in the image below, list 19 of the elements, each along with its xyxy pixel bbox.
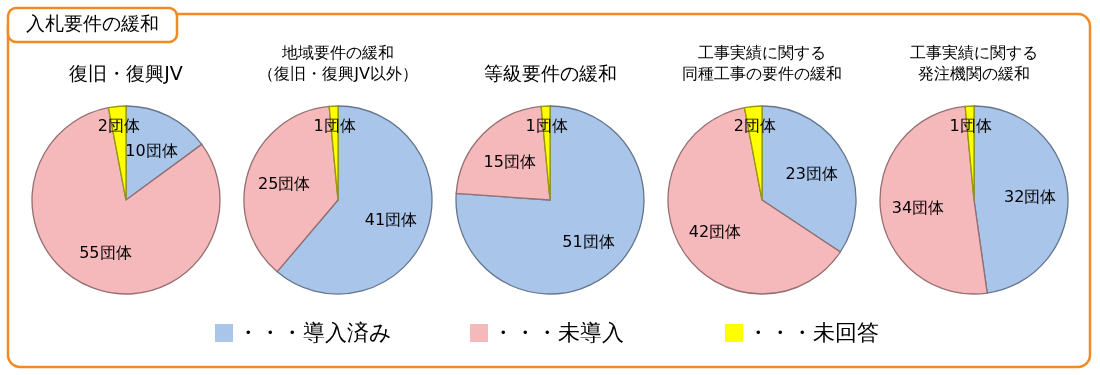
legend-label: ・・・未導入 — [492, 320, 624, 345]
data-label: 10団体 — [125, 140, 178, 160]
chart-title: 地域要件の緩和（復旧・復興JV以外） — [258, 43, 418, 83]
chart-title: 等級要件の緩和 — [483, 62, 617, 84]
text: 入札要件の緩和 — [26, 12, 159, 34]
data-label: 32団体 — [1004, 187, 1057, 207]
chart-title: 工事実績に関する発注機関の緩和 — [910, 43, 1038, 83]
data-label: 41団体 — [364, 210, 418, 230]
data-label: 23団体 — [785, 164, 838, 184]
legend-label: ・・・導入済み — [237, 320, 392, 345]
data-label: 34団体 — [891, 197, 945, 217]
data-label: 42団体 — [688, 222, 742, 242]
chart-title: 工事実績に関する同種工事の要件の緩和 — [682, 43, 842, 83]
legend-label: ・・・未回答 — [747, 320, 879, 345]
chart-title: 復旧・復興JV — [69, 62, 183, 84]
data-label: 15団体 — [483, 151, 536, 171]
data-label: 55団体 — [79, 243, 132, 263]
data-label: 51団体 — [562, 232, 615, 252]
data-label: 25団体 — [258, 174, 311, 194]
